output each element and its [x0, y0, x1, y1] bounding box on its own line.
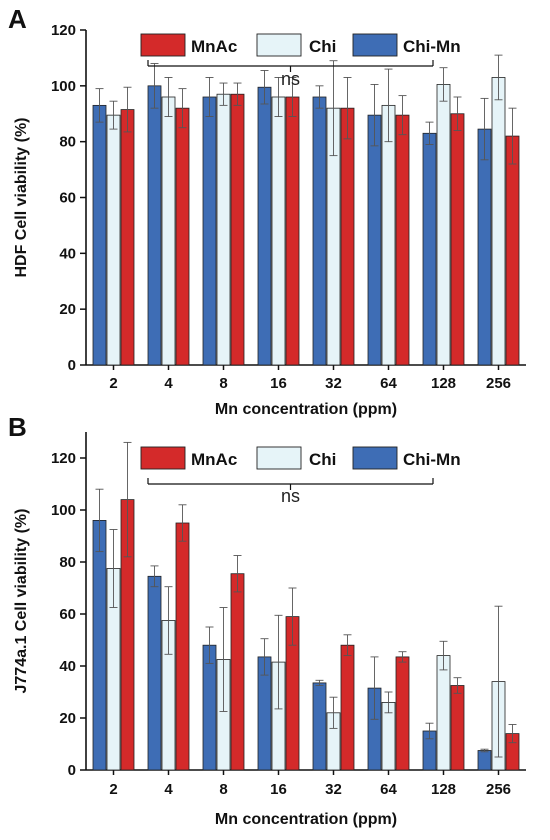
significance-label: ns: [281, 486, 300, 506]
bar-chi: [106, 114, 121, 366]
y-tick-label: 120: [51, 22, 76, 39]
bar-mnac: [120, 109, 135, 366]
x-tick-label: 128: [431, 781, 456, 798]
y-tick-label: 60: [59, 606, 76, 623]
x-axis-label: Mn concentration (ppm): [215, 401, 397, 418]
bar-mnac: [230, 93, 245, 366]
legend-swatch: [140, 33, 186, 57]
legend-swatch: [352, 446, 398, 470]
bar-mnac: [285, 96, 300, 366]
x-tick-label: 16: [270, 375, 287, 392]
x-tick-label: 128: [431, 375, 456, 392]
bar-mnac: [395, 656, 410, 771]
y-tick-label: 100: [51, 502, 76, 519]
x-tick-label: 64: [380, 781, 397, 798]
y-tick-label: 80: [59, 134, 76, 151]
bar-chi-mn: [202, 644, 217, 771]
bar-chi: [271, 96, 286, 366]
x-tick-label: 256: [486, 375, 511, 392]
bar-chi: [491, 77, 506, 366]
x-tick-label: 32: [325, 781, 342, 798]
y-axis-label: HDF Cell viability (%): [13, 117, 30, 277]
panel-b: B 0 20 40 60 80 100 120 J774a.1 Cell viability (…: [8, 412, 526, 828]
bar-chi-mn: [422, 132, 437, 366]
bar-chi-mn: [92, 104, 107, 366]
x-tick-label: 8: [219, 781, 227, 798]
significance-label: ns: [281, 69, 300, 89]
bar-chi-mn: [367, 114, 382, 366]
bar-chi-mn: [312, 682, 327, 771]
legend-swatch: [352, 33, 398, 57]
y-tick-label: 40: [59, 658, 76, 675]
bar-mnac: [450, 113, 465, 366]
x-tick-label: 8: [219, 375, 227, 392]
legend-label: MnAc: [191, 450, 237, 469]
bar-chi: [161, 96, 176, 366]
bar-chi-mn: [202, 96, 217, 366]
panel-a: A 0 20 40 60 80 100 120 HDF Cell viability (%) Mn…: [8, 4, 526, 418]
bar-mnac: [340, 644, 355, 771]
bar-chi-mn: [257, 86, 272, 366]
legend-swatch: [256, 446, 302, 470]
bar-mnac: [395, 114, 410, 366]
y-tick-label: 60: [59, 190, 76, 207]
x-tick-label: 64: [380, 375, 397, 392]
legend-label: Chi: [309, 450, 336, 469]
y-tick-label: 100: [51, 78, 76, 95]
bar-chi: [436, 84, 451, 366]
bar-chi-mn: [147, 575, 162, 771]
legend-background: [137, 31, 479, 60]
bar-chi-mn: [92, 520, 107, 771]
y-tick-label: 80: [59, 554, 76, 571]
legend-swatch: [256, 33, 302, 57]
legend-swatch: [140, 446, 186, 470]
bar-chi-mn: [477, 750, 492, 771]
legend-background: [137, 444, 479, 473]
bar-chi: [381, 104, 396, 366]
bar-mnac: [340, 107, 355, 366]
y-tick-label: 40: [59, 245, 76, 262]
bar-mnac: [450, 685, 465, 771]
x-tick-label: 2: [109, 375, 117, 392]
x-axis-label: Mn concentration (ppm): [215, 811, 397, 828]
panel-letter: A: [8, 4, 27, 34]
legend-label: Chi-Mn: [403, 450, 461, 469]
x-tick-label: 4: [164, 375, 173, 392]
x-tick-label: 4: [164, 781, 173, 798]
bar-chi-mn: [312, 96, 327, 366]
legend: MnAc Chi Chi-Mn: [137, 444, 479, 473]
legend: MnAc Chi Chi-Mn: [137, 31, 479, 60]
y-axis-label: J774a.1 Cell viability (%): [13, 509, 30, 694]
bar-mnac: [175, 107, 190, 366]
legend-label: Chi: [309, 37, 336, 56]
y-tick-label: 0: [68, 762, 76, 779]
y-tick-label: 0: [68, 357, 76, 374]
y-tick-label: 20: [59, 710, 76, 727]
x-tick-label: 16: [270, 781, 287, 798]
bar-mnac: [230, 573, 245, 771]
panel-letter: B: [8, 412, 27, 442]
x-tick-label: 2: [109, 781, 117, 798]
x-tick-label: 256: [486, 781, 511, 798]
bar-chi: [436, 655, 451, 771]
legend-label: Chi-Mn: [403, 37, 461, 56]
bar-chi-mn: [477, 128, 492, 366]
y-tick-label: 20: [59, 301, 76, 318]
bar-chi: [216, 93, 231, 366]
x-tick-label: 32: [325, 375, 342, 392]
bar-mnac: [175, 522, 190, 771]
bar-chi-mn: [147, 85, 162, 366]
y-tick-label: 120: [51, 450, 76, 467]
legend-label: MnAc: [191, 37, 237, 56]
bar-mnac: [505, 135, 520, 366]
